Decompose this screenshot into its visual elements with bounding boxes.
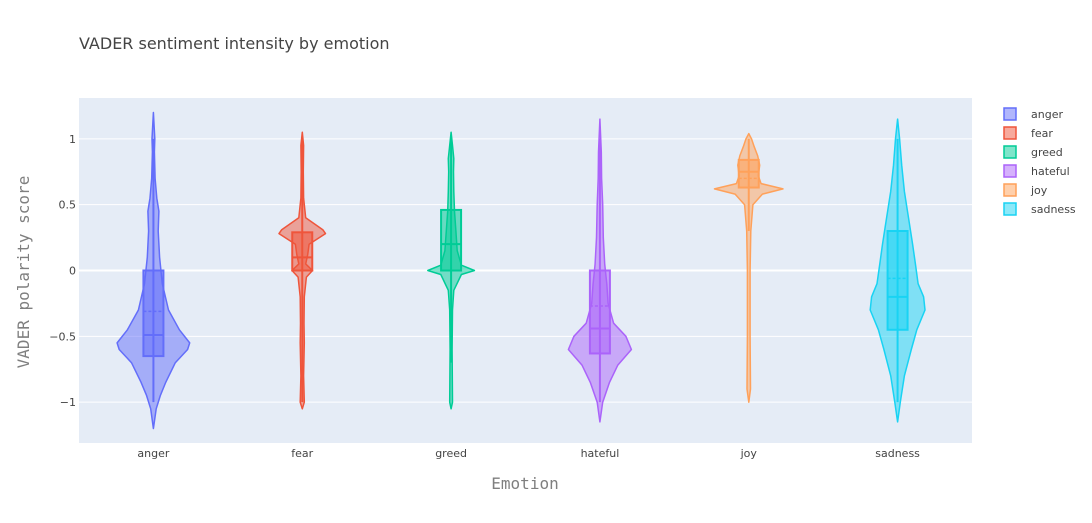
- x-tick-label: anger: [137, 447, 169, 460]
- violin-box: [142, 269, 165, 358]
- legend-swatch: [1003, 107, 1017, 121]
- y-axis-title: VADER polarity score: [14, 176, 33, 369]
- violin-box: [588, 269, 611, 355]
- legend-swatch: [1003, 126, 1017, 140]
- violin-anger: [116, 111, 191, 430]
- legend-swatch: [1003, 183, 1017, 197]
- y-tick-labels: 1 0.5 0 −0.5 −1: [49, 133, 76, 409]
- x-tick-label: hateful: [581, 447, 620, 460]
- violin-box: [291, 231, 314, 272]
- y-tick-label: 0: [69, 265, 76, 278]
- violin-sadness: [869, 118, 926, 423]
- y-tick-label: −1: [60, 396, 76, 409]
- x-tick-label: joy: [740, 447, 758, 460]
- legend-label: anger: [1031, 108, 1063, 121]
- violin-greed: [427, 131, 476, 410]
- gridlines: [79, 138, 972, 403]
- x-tick-label: sadness: [875, 447, 920, 460]
- legend-label: greed: [1031, 146, 1063, 159]
- violin-body: [713, 132, 784, 403]
- chart-title: VADER sentiment intensity by emotion: [79, 34, 390, 53]
- x-axis-title: Emotion: [491, 474, 558, 493]
- x-tick-label: fear: [291, 447, 313, 460]
- legend-label: joy: [1030, 184, 1048, 197]
- x-tick-label: greed: [435, 447, 467, 460]
- legend-swatch: [1003, 164, 1017, 178]
- legend-swatch: [1003, 145, 1017, 159]
- y-tick-label: 1: [69, 133, 76, 146]
- violin-joy: [713, 132, 784, 403]
- violin-hateful: [567, 118, 633, 423]
- violin-box: [440, 208, 463, 272]
- legend-label: hateful: [1031, 165, 1070, 178]
- violin-box: [737, 158, 760, 189]
- violin-fear: [278, 131, 327, 410]
- y-tick-label: 0.5: [59, 199, 77, 212]
- y-tick-label: −0.5: [49, 330, 76, 343]
- legend-label: sadness: [1031, 203, 1076, 216]
- legend-swatch: [1003, 202, 1017, 216]
- legend-label: fear: [1031, 127, 1053, 140]
- x-tick-labels: anger fear greed hateful joy sadness: [137, 447, 920, 460]
- violin-box: [886, 229, 909, 331]
- violins: [116, 111, 926, 430]
- legend: anger fear greed hateful joy sadness: [1003, 107, 1076, 216]
